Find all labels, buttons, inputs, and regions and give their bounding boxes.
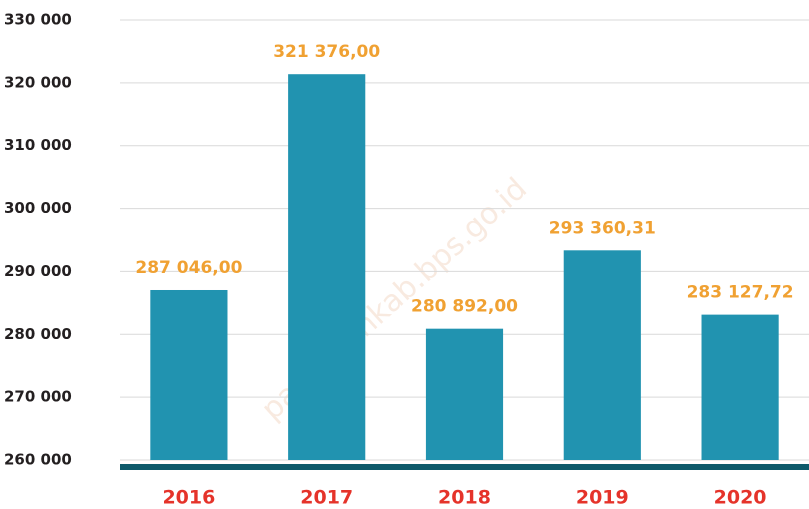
- value-label: 287 046,00: [135, 258, 242, 278]
- y-tick-label: 280 000: [4, 325, 72, 343]
- baseline: [120, 464, 809, 470]
- bar: [563, 250, 641, 460]
- value-label: 293 360,31: [549, 218, 656, 238]
- y-tick-label: 320 000: [4, 73, 72, 91]
- y-tick-label: 300 000: [4, 199, 72, 217]
- y-tick-label: 330 000: [4, 11, 72, 29]
- x-tick-label: 2020: [714, 487, 767, 509]
- value-label: 283 127,72: [687, 283, 794, 303]
- x-tick-label: 2018: [438, 487, 491, 509]
- bar: [701, 314, 779, 460]
- value-label: 280 892,00: [411, 297, 518, 317]
- x-tick-label: 2019: [576, 487, 629, 509]
- y-tick-label: 310 000: [4, 136, 72, 154]
- bar: [425, 328, 504, 460]
- bar: [288, 74, 366, 460]
- x-tick-label: 2016: [162, 487, 215, 509]
- y-tick-label: 290 000: [4, 262, 72, 280]
- y-tick-label: 260 000: [4, 451, 72, 469]
- bar: [150, 289, 228, 460]
- value-label: 321 376,00: [273, 42, 380, 62]
- y-tick-label: 270 000: [4, 388, 72, 406]
- x-tick-label: 2017: [300, 487, 353, 509]
